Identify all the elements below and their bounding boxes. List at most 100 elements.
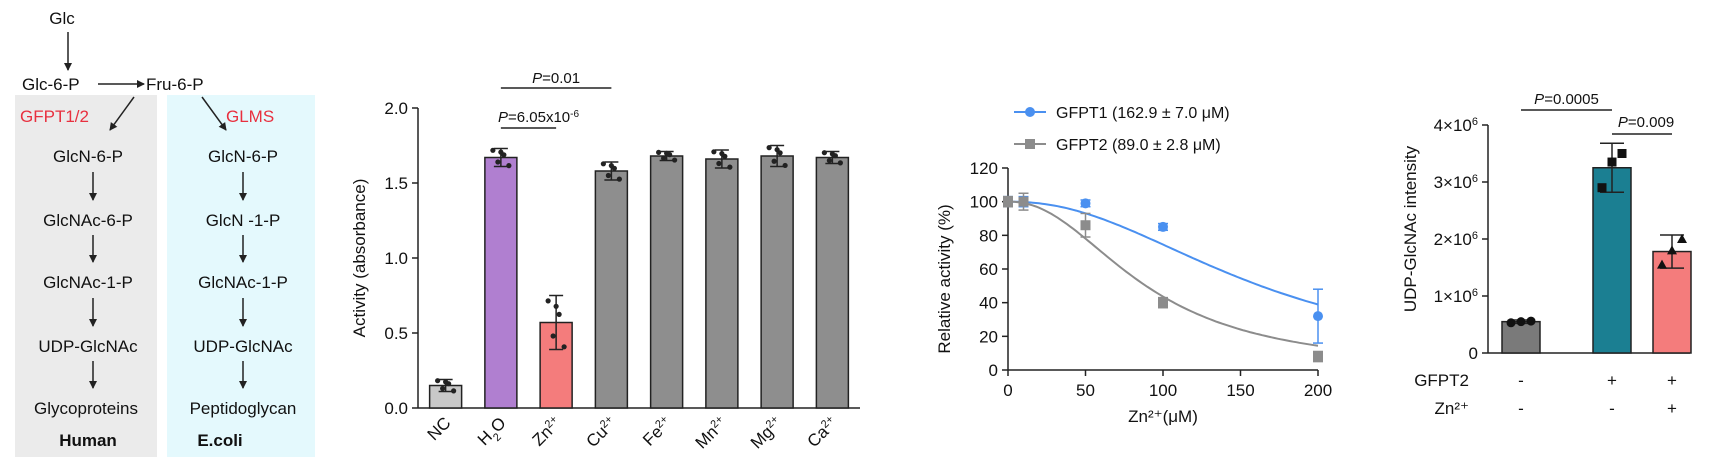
data-point bbox=[1617, 149, 1627, 158]
x-tick-label: 0 bbox=[1003, 381, 1012, 400]
data-point bbox=[556, 311, 562, 317]
legend-marker bbox=[1025, 139, 1035, 149]
y-tick-label: 20 bbox=[979, 327, 998, 346]
y-axis-label: UDP-GlcNAc intensity bbox=[1401, 145, 1420, 312]
condition-label: GFPT2 bbox=[1414, 371, 1469, 390]
x-tick-label: H2O bbox=[474, 413, 513, 452]
node-glc: Glc bbox=[49, 9, 75, 28]
data-point bbox=[440, 385, 446, 392]
data-point bbox=[1677, 234, 1687, 243]
ecoli-step: Peptidoglycan bbox=[190, 399, 297, 418]
data-point bbox=[829, 151, 835, 157]
condition-value: - bbox=[1609, 399, 1615, 418]
x-tick-label: Ca2+ bbox=[804, 413, 842, 451]
ecoli-step: UDP-GlcNAc bbox=[193, 337, 293, 356]
x-axis-label: Zn²⁺(μM) bbox=[1128, 407, 1198, 426]
ecoli-step: GlcN -1-P bbox=[206, 211, 281, 230]
data-point bbox=[664, 150, 670, 156]
bar bbox=[539, 321, 573, 409]
data-point bbox=[1313, 351, 1323, 362]
node-glc-6-p: Glc-6-P bbox=[22, 75, 80, 94]
y-tick-label: 0 bbox=[989, 361, 998, 380]
x-tick-label: Zn2+ bbox=[529, 413, 565, 449]
x-tick-label: 50 bbox=[1076, 381, 1095, 400]
data-point bbox=[545, 298, 551, 304]
bar bbox=[594, 170, 629, 409]
node-fru-6-p: Fru-6-P bbox=[146, 75, 204, 94]
significance-label: P=6.05x10-6 bbox=[498, 109, 579, 127]
condition-value: - bbox=[1518, 399, 1524, 418]
data-point bbox=[1516, 317, 1526, 327]
data-point bbox=[1158, 221, 1168, 232]
data-point bbox=[826, 157, 832, 164]
data-point bbox=[451, 388, 457, 394]
fit-curve bbox=[1008, 200, 1319, 306]
y-axis-label: Activity (absorbance) bbox=[350, 179, 369, 338]
data-point bbox=[1080, 198, 1091, 209]
data-point bbox=[771, 158, 777, 164]
data-point bbox=[656, 149, 662, 155]
bar bbox=[1501, 320, 1541, 354]
data-point bbox=[1158, 297, 1168, 308]
x-tick-label: 100 bbox=[1149, 381, 1177, 400]
data-point bbox=[716, 160, 722, 167]
x-tick-label: Cu2+ bbox=[583, 413, 621, 451]
data-point bbox=[553, 303, 559, 309]
y-tick-label: 1.0 bbox=[384, 249, 408, 268]
y-tick-label: 80 bbox=[979, 226, 998, 245]
data-point bbox=[443, 379, 449, 385]
y-tick-label: 1×106 bbox=[1434, 287, 1478, 306]
data-point bbox=[1018, 196, 1029, 207]
human-step: Glycoproteins bbox=[34, 399, 138, 418]
data-point bbox=[661, 155, 667, 161]
data-point bbox=[1080, 220, 1091, 231]
data-point bbox=[495, 159, 501, 165]
y-tick-label: 4×106 bbox=[1434, 116, 1478, 135]
data-point bbox=[608, 163, 614, 169]
data-point bbox=[550, 333, 556, 339]
data-point bbox=[782, 162, 788, 169]
enzyme-gfpt: GFPT1/2 bbox=[20, 107, 89, 126]
fit-curve bbox=[1008, 200, 1319, 347]
y-tick-label: 60 bbox=[979, 260, 998, 279]
data-point bbox=[435, 378, 441, 384]
data-point bbox=[1003, 196, 1013, 207]
human-step: GlcN-6-P bbox=[53, 147, 123, 166]
bar bbox=[760, 155, 794, 409]
y-tick-label: 2×106 bbox=[1434, 230, 1478, 249]
ecoli-panel-bg bbox=[167, 95, 315, 457]
data-point bbox=[1506, 318, 1516, 328]
data-point bbox=[774, 147, 780, 153]
data-point bbox=[1657, 259, 1667, 269]
y-tick-label: 0.5 bbox=[384, 324, 408, 343]
activity-bar-chart: 0.0 0.5 1.0 1.5 2.0 Activity (absorbance) NC H2… bbox=[350, 70, 860, 452]
organism-human: Human bbox=[59, 431, 117, 450]
y-tick-label: 0 bbox=[1469, 344, 1478, 363]
condition-value: + bbox=[1667, 399, 1677, 418]
data-point bbox=[837, 160, 843, 166]
significance-label: P=0.009 bbox=[1618, 114, 1674, 131]
condition-value: - bbox=[1518, 371, 1524, 390]
bar bbox=[649, 155, 684, 409]
organism-ecoli: E.coli bbox=[197, 431, 242, 450]
data-point bbox=[821, 150, 827, 156]
bar bbox=[1592, 167, 1632, 354]
condition-label: Zn²⁺ bbox=[1435, 399, 1469, 418]
data-point bbox=[1597, 183, 1607, 193]
x-tick-label: Mn2+ bbox=[692, 413, 731, 452]
significance-label: P=0.0005 bbox=[1534, 91, 1599, 108]
data-point bbox=[672, 157, 678, 163]
condition-value: + bbox=[1607, 371, 1617, 390]
legend-label: GFPT1 (162.9 ± 7.0 μM) bbox=[1056, 105, 1230, 122]
human-panel-bg bbox=[15, 95, 157, 457]
bar bbox=[705, 158, 739, 409]
human-step: UDP-GlcNAc bbox=[38, 337, 138, 356]
x-tick-label: 150 bbox=[1226, 381, 1254, 400]
x-tick-label: Fe2+ bbox=[639, 413, 675, 449]
bar bbox=[815, 156, 850, 409]
legend-label: GFPT2 (89.0 ± 2.8 μM) bbox=[1056, 137, 1221, 154]
human-step: GlcNAc-1-P bbox=[43, 273, 133, 292]
y-tick-label: 1.5 bbox=[384, 174, 408, 193]
data-point bbox=[605, 172, 611, 179]
